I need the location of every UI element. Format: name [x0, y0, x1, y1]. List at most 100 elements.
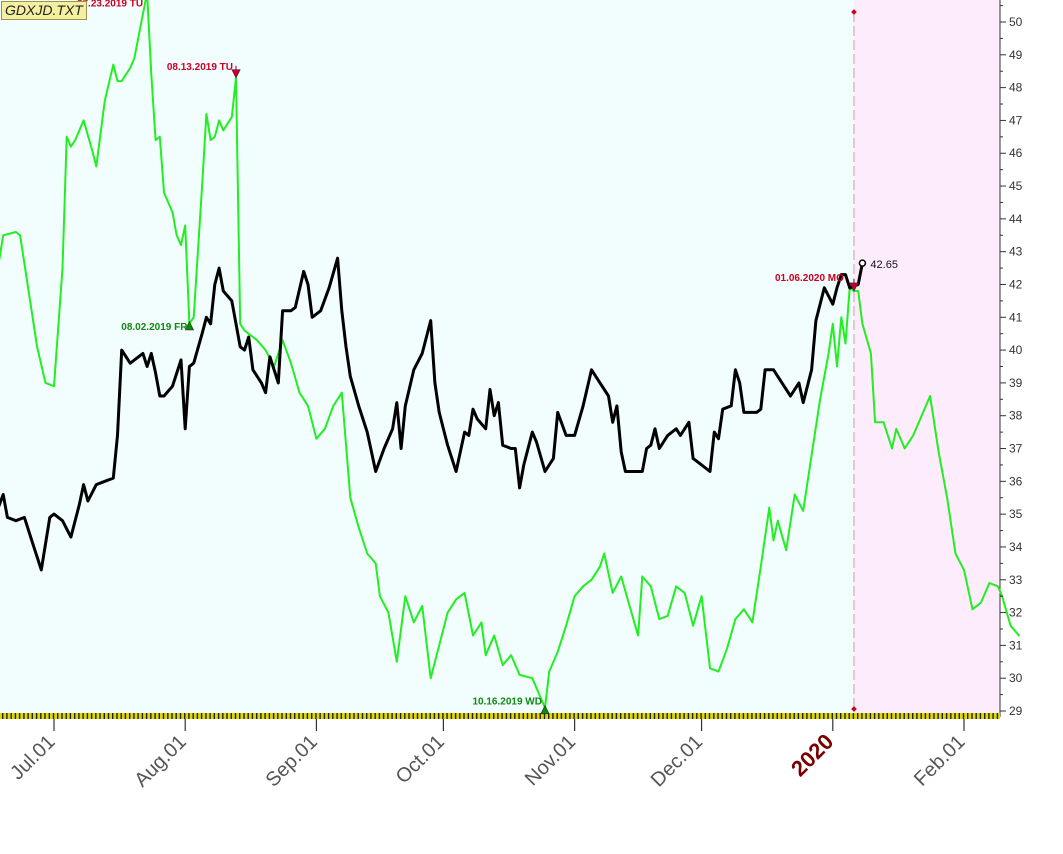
- y-tick-label: 29: [1009, 704, 1023, 718]
- x-tick-mark: [806, 713, 808, 719]
- x-tick-mark: [755, 713, 757, 719]
- x-tick-label: Sep.01: [262, 731, 322, 791]
- x-tick-mark: [175, 713, 177, 719]
- x-tick-mark: [569, 713, 571, 719]
- x-tick-mark: [984, 713, 986, 719]
- plot-area-history: [0, 0, 854, 713]
- x-tick-mark: [357, 713, 359, 719]
- x-tick-mark: [103, 713, 105, 719]
- x-tick-mark: [14, 713, 17, 719]
- x-tick-mark: [196, 713, 199, 719]
- x-tick-label: Jul.01: [6, 731, 59, 784]
- annotation-label: 01.06.2020 MO: [775, 273, 844, 284]
- future-divider-bottom-diamond: [851, 706, 857, 712]
- x-tick-mark: [611, 713, 613, 719]
- x-tick-mark: [493, 713, 495, 719]
- x-tick-mark: [48, 713, 50, 719]
- x-tick-mark: [594, 713, 596, 719]
- x-tick-mark: [522, 713, 524, 719]
- x-tick-mark: [700, 713, 702, 719]
- x-tick-mark: [560, 713, 563, 719]
- x-tick-mark: [950, 713, 952, 719]
- y-tick-label: 43: [1009, 245, 1023, 259]
- x-tick-mark: [209, 713, 211, 719]
- x-tick-mark: [226, 713, 228, 719]
- x-tick-mark: [382, 713, 385, 719]
- x-tick-mark: [945, 713, 948, 719]
- x-tick-mark: [526, 713, 529, 719]
- x-tick-mark: [890, 713, 893, 719]
- annotation-label: 08.02.2019 FR: [121, 322, 188, 333]
- x-tick-mark: [281, 713, 283, 719]
- x-tick-mark: [662, 713, 664, 719]
- x-tick-mark: [793, 713, 795, 719]
- y-axis: 29 30 31 32 33 34 35 36 37 38 39 40 41 42 43 44 45 46 47 48…: [1000, 5, 1023, 718]
- x-tick-mark: [230, 713, 232, 719]
- x-tick-mark: [649, 713, 651, 719]
- x-tick-mark: [116, 713, 118, 719]
- x-tick-mark: [442, 713, 444, 719]
- x-tick-mark: [476, 713, 478, 719]
- x-tick-mark: [861, 713, 863, 719]
- annotation-label: 07.23.2019 TU: [77, 0, 143, 9]
- x-tick-mark: [869, 713, 872, 719]
- x-tick-mark: [2, 713, 4, 719]
- x-tick-mark: [865, 713, 867, 719]
- x-tick-mark: [772, 713, 774, 719]
- series-layer: [0, 0, 1020, 709]
- x-axis: Jul.01 Aug.01 Sep.01 Oct.01 Nov.01 Dec.01 2020…: [6, 719, 970, 791]
- y-tick-label: 44: [1009, 212, 1023, 226]
- x-tick-mark: [95, 713, 97, 719]
- x-tick-mark: [641, 713, 643, 719]
- x-tick-mark: [188, 713, 190, 719]
- x-tick-mark: [353, 713, 355, 719]
- x-tick-mark: [239, 713, 241, 719]
- y-tick-label: 49: [1009, 48, 1023, 62]
- y-tick-label: 50: [1009, 15, 1023, 29]
- x-tick-mark: [903, 713, 905, 719]
- x-tick-mark: [768, 713, 770, 719]
- x-tick-mark: [878, 713, 880, 719]
- x-tick-mark: [234, 713, 237, 719]
- x-tick-mark: [992, 713, 994, 719]
- x-tick-mark: [971, 713, 973, 719]
- x-tick-mark: [979, 713, 982, 719]
- x-tick-mark: [107, 713, 110, 719]
- last-value-label: 42.65: [870, 259, 898, 271]
- x-tick-mark: [628, 713, 630, 719]
- x-tick-mark: [556, 713, 558, 719]
- x-tick-mark: [895, 713, 897, 719]
- y-tick-label: 41: [1009, 310, 1023, 324]
- x-tick-mark: [941, 713, 943, 719]
- x-tick-mark: [967, 713, 969, 719]
- x-tick-mark: [285, 713, 287, 719]
- x-tick-mark: [488, 713, 491, 719]
- x-tick-mark: [99, 713, 101, 719]
- x-tick-mark: [31, 713, 33, 719]
- x-tick-mark: [171, 713, 173, 719]
- x-tick-mark: [958, 713, 960, 719]
- x-tick-mark: [721, 713, 723, 719]
- x-tick-mark: [446, 713, 448, 719]
- x-tick-mark: [205, 713, 207, 719]
- x-tick-label: Nov.01: [521, 731, 580, 790]
- x-tick-mark: [776, 713, 778, 719]
- x-tick-label: Dec.01: [647, 731, 707, 791]
- x-tick-mark: [184, 713, 186, 719]
- x-tick-mark: [564, 713, 567, 719]
- x-tick-mark: [730, 713, 732, 719]
- x-tick-mark: [543, 713, 546, 719]
- x-tick-mark: [751, 713, 753, 719]
- x-tick-mark: [675, 713, 677, 719]
- x-tick-mark: [840, 713, 842, 719]
- projection-series-line: [0, 0, 1020, 709]
- price-series-line: [0, 256, 864, 572]
- x-tick-mark: [247, 713, 249, 719]
- x-tick-mark: [823, 713, 825, 719]
- x-tick-mark: [683, 713, 685, 719]
- y-tick-label: 47: [1009, 113, 1023, 127]
- x-tick-mark: [298, 713, 300, 719]
- x-tick-mark: [23, 713, 25, 719]
- y-tick-label: 35: [1009, 507, 1023, 521]
